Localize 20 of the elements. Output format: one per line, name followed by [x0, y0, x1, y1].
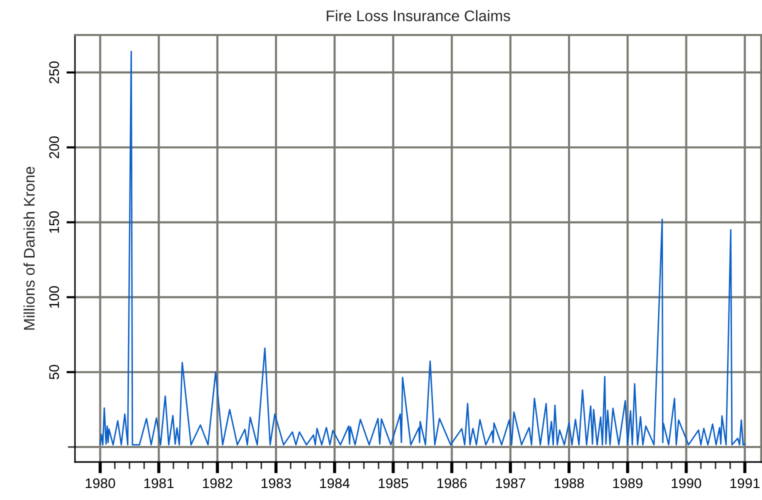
- y-axis-title: Millions of Danish Krone: [23, 166, 35, 330]
- line-series: [99, 50, 746, 446]
- x-tick-label: 1989: [613, 478, 642, 488]
- y-tick-label: 200: [49, 136, 60, 158]
- x-tick-label: 1990: [672, 478, 702, 488]
- y-tick-label: 50: [49, 364, 60, 380]
- x-tick-label: 1981: [144, 478, 174, 488]
- x-tick-label: 1984: [320, 478, 350, 488]
- y-tick-label: 150: [49, 211, 60, 233]
- x-tick-label: 1985: [378, 478, 408, 488]
- x-tick-label: 1987: [496, 478, 526, 488]
- x-tick-label: 1980: [86, 478, 116, 488]
- x-tick-label: 1986: [437, 478, 467, 488]
- x-tick-label: 1982: [203, 478, 232, 488]
- y-tick-label: 100: [49, 286, 60, 308]
- y-tick-label: 250: [49, 61, 60, 84]
- chart-title: Fire Loss Insurance Claims: [326, 10, 510, 22]
- x-tick-label: 1991: [730, 478, 760, 488]
- x-tick-label: 1988: [554, 478, 584, 488]
- x-tick-label: 1983: [262, 478, 291, 488]
